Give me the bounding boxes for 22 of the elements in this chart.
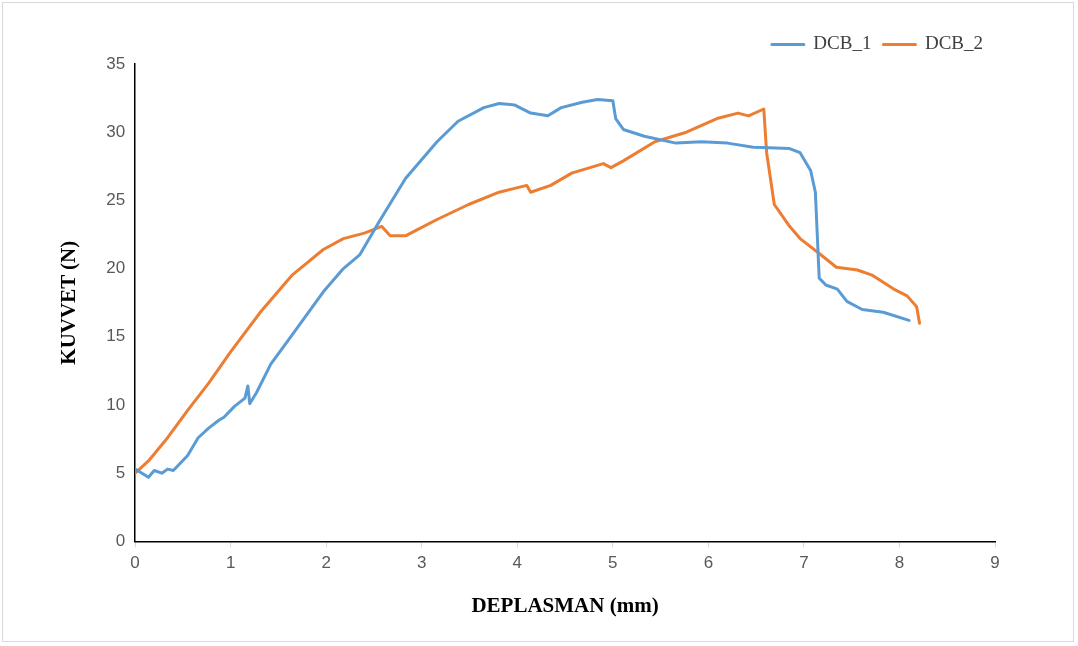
y-axis-title: KUVVET (N) (56, 240, 81, 365)
x-tick-label: 5 (608, 553, 618, 573)
x-tick-label: 0 (130, 553, 140, 573)
x-tick-label: 2 (321, 553, 331, 573)
x-tick-label: 9 (990, 553, 1000, 573)
y-tick-label: 35 (106, 53, 126, 73)
y-tick-label: 0 (115, 531, 126, 551)
y-tick-label: 15 (106, 326, 126, 346)
x-tick-label: 1 (225, 553, 236, 573)
x-tick-label: 3 (417, 553, 427, 573)
x-axis-title: DEPLASMAN (mm) (471, 592, 659, 617)
y-tick-label: 5 (115, 462, 126, 482)
y-tick-label: 20 (106, 258, 126, 278)
legend-label: DCB_2 (924, 32, 984, 54)
x-tick-label: 7 (799, 553, 809, 573)
legend-label: DCB_1 (813, 32, 872, 54)
x-tick-label: 4 (512, 553, 523, 573)
x-tick-label: 6 (703, 553, 714, 573)
y-tick-label: 10 (106, 394, 126, 414)
x-tick-label: 8 (894, 553, 905, 573)
y-tick-label: 25 (106, 190, 126, 210)
y-tick-label: 30 (106, 121, 126, 141)
